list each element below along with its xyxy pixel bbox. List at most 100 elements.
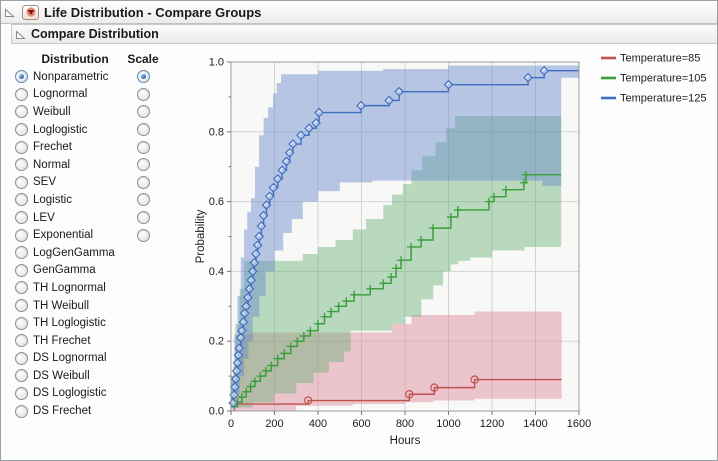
diamond-marker — [281, 156, 292, 167]
distribution-row-ds-lognormal: DS Lognormal — [15, 350, 115, 368]
distribution-row-ds-frechet: DS Frechet — [15, 402, 115, 420]
distribution-row-logistic: Logistic — [15, 191, 115, 209]
diamond-marker — [443, 79, 454, 90]
distribution-row-th-frechet: TH Frechet — [15, 332, 115, 350]
y-axis-label: Probability — [195, 209, 207, 263]
distribution-row-lev: LEV — [15, 209, 115, 227]
distribution-radio-label: Logistic — [33, 193, 72, 206]
distribution-radio-list: Nonparametric Lognormal Weibull Loglogistic… — [15, 68, 115, 420]
diamond-marker — [384, 95, 394, 106]
distribution-radio-th-frechet[interactable] — [15, 334, 28, 348]
scale-radio-7[interactable] — [137, 193, 150, 207]
probability-plot[interactable]: 0 200 400 600 800 1000 1200 1400 1600 0.0 0.2 0.4 0.… — [191, 46, 718, 458]
diamond-marker — [268, 182, 279, 193]
scale-row-9 — [137, 226, 150, 244]
diamond-marker — [232, 357, 243, 368]
distribution-radio-weibull[interactable] — [15, 105, 28, 119]
x-tick-label: 1400 — [523, 418, 547, 430]
distribution-row-frechet: Frechet — [15, 138, 115, 156]
plus-marker — [407, 242, 416, 251]
distribution-radio-ds-frechet[interactable] — [15, 404, 28, 418]
distribution-radio-label: Exponential — [33, 229, 94, 242]
diamond-marker — [251, 249, 261, 259]
distribution-row-normal: Normal — [15, 156, 115, 174]
distribution-radio-label: DS Frechet — [33, 405, 92, 418]
scale-radio-1[interactable] — [137, 87, 150, 101]
distribution-radio-th-weibull[interactable] — [15, 299, 28, 313]
scale-radio-2[interactable] — [137, 105, 150, 119]
disclosure-triangle-icon[interactable] — [4, 7, 15, 18]
scale-row-5 — [137, 156, 150, 174]
distribution-radio-lev[interactable] — [15, 211, 28, 225]
report-title: Life Distribution - Compare Groups — [44, 4, 262, 20]
plus-marker — [286, 342, 295, 351]
distribution-radio-frechet[interactable] — [15, 140, 28, 154]
scale-radio-9[interactable] — [137, 228, 150, 242]
diamond-marker — [238, 317, 249, 327]
plus-marker — [320, 312, 329, 321]
distribution-radio-label: TH Weibull — [33, 299, 90, 312]
scale-row-2 — [137, 103, 150, 121]
distribution-radio-lognormal[interactable] — [15, 87, 28, 101]
scale-radio-0[interactable] — [137, 70, 150, 84]
distribution-radio-label: Normal — [33, 158, 71, 171]
scale-radio-5[interactable] — [137, 158, 150, 172]
distribution-row-nonparametric: Nonparametric — [15, 68, 115, 86]
plus-marker — [366, 284, 375, 293]
distribution-radio-sev[interactable] — [15, 175, 28, 189]
diamond-marker — [296, 130, 306, 141]
plus-marker — [453, 205, 462, 214]
distribution-radio-exponential[interactable] — [15, 228, 28, 242]
plus-marker — [299, 331, 308, 340]
distribution-row-sev: SEV — [15, 174, 115, 192]
y-tick-label: 1.0 — [209, 57, 224, 69]
distribution-radio-label: LEV — [33, 211, 55, 224]
distribution-row-th-loglogistic: TH Loglogistic — [15, 314, 115, 332]
distribution-radio-loglogistic[interactable] — [15, 123, 28, 137]
red-triangle-menu-button[interactable] — [22, 4, 39, 20]
diamond-marker — [523, 72, 533, 83]
scale-row-6 — [137, 174, 150, 192]
x-tick-label: 400 — [309, 418, 327, 430]
plus-marker — [397, 256, 406, 265]
distribution-radio-th-lognormal[interactable] — [15, 281, 28, 295]
scale-row-7 — [137, 191, 150, 209]
diamond-marker — [288, 139, 298, 149]
x-tick-label: 1000 — [436, 418, 460, 430]
confidence-band-temperature-85 — [231, 311, 562, 411]
distribution-radio-ds-lognormal[interactable] — [15, 351, 28, 365]
distribution-radio-nonparametric[interactable] — [15, 70, 28, 84]
distribution-row-th-lognormal: TH Lognormal — [15, 279, 115, 297]
distribution-radio-gengamma[interactable] — [15, 263, 28, 277]
scale-radio-8[interactable] — [137, 211, 150, 225]
distribution-radio-ds-weibull[interactable] — [15, 369, 28, 383]
distribution-radio-normal[interactable] — [15, 158, 28, 172]
x-tick-label: 600 — [352, 418, 370, 430]
plus-marker — [379, 279, 388, 288]
distribution-radio-label: Loglogistic — [33, 123, 88, 136]
scale-radio-4[interactable] — [137, 140, 150, 154]
y-tick-label: 0.2 — [209, 336, 224, 348]
diamond-marker — [258, 210, 269, 221]
diamond-marker — [314, 107, 324, 118]
diamond-marker — [235, 332, 246, 343]
disclosure-triangle-icon[interactable] — [15, 29, 26, 40]
distribution-row-lognormal: Lognormal — [15, 86, 115, 104]
plus-marker — [273, 354, 282, 363]
distribution-radio-ds-loglogistic[interactable] — [15, 386, 28, 400]
distribution-radio-loggengamma[interactable] — [15, 246, 28, 260]
circle-marker — [304, 396, 313, 405]
diamond-marker — [243, 292, 253, 303]
diamond-marker — [311, 118, 321, 128]
plus-marker — [521, 170, 530, 179]
distribution-radio-logistic[interactable] — [15, 193, 28, 207]
distribution-row-gengamma: GenGamma — [15, 262, 115, 280]
scale-radio-3[interactable] — [137, 123, 150, 137]
scale-radio-6[interactable] — [137, 175, 150, 189]
report-outline-header: Life Distribution - Compare Groups — [1, 1, 717, 24]
diamond-marker — [284, 147, 295, 158]
circle-marker — [430, 383, 439, 392]
distribution-radio-th-loglogistic[interactable] — [15, 316, 28, 330]
diamond-marker — [233, 350, 244, 361]
